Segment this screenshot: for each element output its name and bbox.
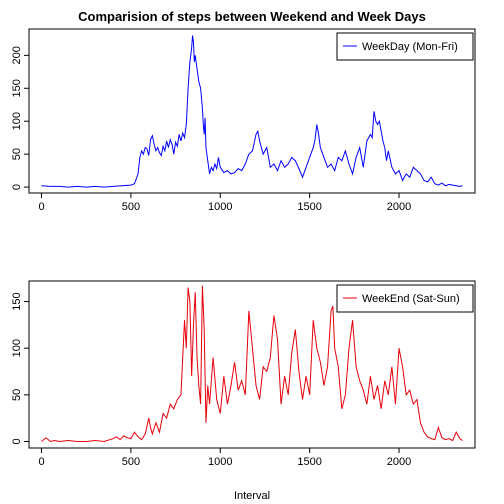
x-tick-label: 2000 — [387, 456, 411, 468]
y-tick-label: 100 — [11, 112, 23, 130]
y-axis: 0 50 100 150 200 — [11, 46, 29, 190]
legend-box — [336, 32, 474, 61]
legend: WeekDay (Mon-Fri) — [336, 32, 474, 61]
x-tick-label: 0 — [38, 201, 44, 213]
y-tick-label: 0 — [11, 184, 23, 190]
y-tick-label: 150 — [11, 79, 23, 97]
x-axis: 0 500 1000 1500 2000 — [38, 193, 411, 213]
x-tick-label: 1000 — [208, 201, 232, 213]
x-tick-label: 1500 — [297, 456, 321, 468]
x-tick-label: 2000 — [387, 201, 411, 213]
legend: WeekEnd (Sat-Sun) — [336, 284, 474, 313]
x-tick-label: 500 — [122, 201, 140, 213]
weekday-series-line — [41, 35, 463, 188]
plot-frame — [28, 28, 476, 194]
weekend-panel: 0 500 1000 1500 2000 0 50 100 150 WeekEnd (Sat-… — [11, 280, 476, 502]
y-tick-label: 50 — [11, 389, 23, 401]
chart-title: Comparision of steps between Weekend and… — [78, 9, 426, 24]
x-tick-label: 500 — [122, 456, 140, 468]
y-tick-label: 100 — [11, 339, 23, 357]
x-tick-label: 1000 — [208, 456, 232, 468]
x-tick-label: 1500 — [297, 201, 321, 213]
x-axis-label: Interval — [234, 490, 270, 502]
weekday-panel: Comparision of steps between Weekend and… — [11, 9, 476, 213]
y-tick-label: 150 — [11, 292, 23, 310]
weekend-series-line — [41, 285, 463, 443]
y-tick-label: 50 — [11, 148, 23, 160]
y-tick-label: 200 — [11, 46, 23, 64]
legend-label-weekday: WeekDay (Mon-Fri) — [362, 41, 458, 53]
legend-label-weekend: WeekEnd (Sat-Sun) — [362, 293, 460, 305]
plot-frame — [28, 280, 476, 449]
x-tick-label: 0 — [38, 456, 44, 468]
legend-box — [336, 284, 474, 313]
x-axis: 0 500 1000 1500 2000 — [38, 448, 411, 468]
y-tick-label: 0 — [11, 438, 23, 444]
y-axis: 0 50 100 150 — [11, 292, 29, 445]
